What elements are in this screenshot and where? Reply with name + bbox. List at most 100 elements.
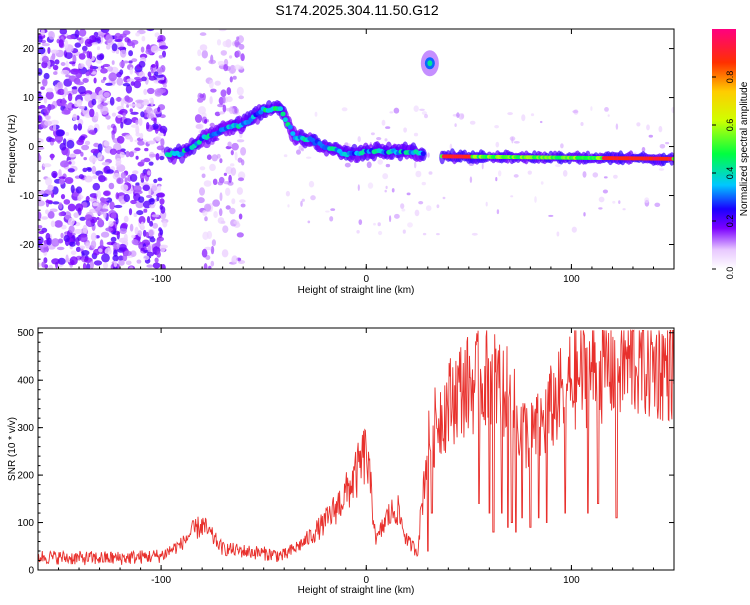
heatmap-cell bbox=[220, 50, 227, 56]
colorbar-tick-label: 0.4 bbox=[725, 167, 735, 180]
heatmap-cell bbox=[296, 149, 301, 155]
heatmap-cell bbox=[162, 220, 168, 228]
heatmap-cell bbox=[406, 192, 411, 196]
heatmap-cell bbox=[38, 115, 43, 123]
heatmap-cell bbox=[138, 71, 146, 79]
heatmap-cell bbox=[140, 247, 145, 252]
heatmap-cell bbox=[456, 112, 460, 118]
heatmap-cell bbox=[113, 260, 118, 268]
heatmap-cell bbox=[113, 249, 118, 257]
heatmap-cell bbox=[146, 216, 151, 224]
heatmap-cell bbox=[98, 217, 103, 225]
heatmap-cell bbox=[74, 29, 80, 38]
heatmap-cell bbox=[636, 122, 641, 127]
heatmap-cell bbox=[219, 158, 223, 164]
heatmap-cell bbox=[59, 142, 67, 151]
heatmap-cell bbox=[148, 75, 156, 81]
heatmap-cell bbox=[84, 175, 93, 183]
heatmap-cell bbox=[61, 97, 66, 107]
heatmap-cell bbox=[117, 114, 122, 119]
heatmap-cell bbox=[78, 29, 87, 37]
y-tick-label: 100 bbox=[17, 518, 34, 529]
heatmap-cell bbox=[115, 217, 119, 225]
heatmap-cell bbox=[138, 216, 146, 225]
heatmap-cell bbox=[147, 140, 156, 145]
heatmap-cell bbox=[238, 95, 244, 100]
heatmap-cell bbox=[199, 187, 205, 196]
ridge-core bbox=[179, 151, 185, 157]
heatmap-cell bbox=[38, 35, 43, 43]
heatmap-cell bbox=[79, 216, 86, 221]
heatmap-cell bbox=[135, 125, 140, 135]
heatmap-cell bbox=[80, 151, 84, 157]
heatmap-cell bbox=[212, 199, 221, 207]
heatmap-cell bbox=[45, 209, 49, 215]
heatmap-cell bbox=[382, 173, 389, 180]
heatmap-cell bbox=[330, 208, 336, 211]
heatmap-cell bbox=[157, 88, 166, 94]
heatmap-cell bbox=[199, 44, 208, 51]
heatmap-cell bbox=[510, 195, 514, 198]
heatmap-cell bbox=[75, 186, 83, 194]
heatmap-cell bbox=[385, 126, 391, 129]
heatmap-cell bbox=[120, 172, 126, 179]
heatmap-cell bbox=[60, 69, 70, 75]
heatmap-cell bbox=[239, 199, 246, 203]
heatmap-cell bbox=[414, 209, 420, 217]
snr-series bbox=[38, 328, 674, 566]
heatmap-cell bbox=[307, 220, 311, 224]
heatmap-cell bbox=[46, 87, 54, 93]
heatmap-cell bbox=[129, 223, 134, 232]
heatmap-cell bbox=[214, 80, 221, 86]
heatmap-cell bbox=[203, 180, 212, 187]
heatmap-cell bbox=[572, 110, 579, 114]
heatmap-cell bbox=[63, 234, 70, 243]
y-tick-label: 10 bbox=[23, 93, 35, 104]
heatmap-cell bbox=[131, 58, 138, 62]
heatmap-cell bbox=[560, 143, 564, 149]
heatmap-cell bbox=[67, 93, 73, 102]
heatmap-cell bbox=[58, 176, 66, 180]
heatmap-cell bbox=[125, 84, 132, 94]
heatmap-cell bbox=[237, 157, 243, 163]
heatmap-cell bbox=[48, 31, 55, 40]
heatmap-cell bbox=[66, 139, 75, 149]
heatmap-cell bbox=[139, 132, 144, 140]
heatmap-cell bbox=[125, 150, 130, 158]
heatmap-cell bbox=[156, 239, 161, 248]
heatmap-cell bbox=[198, 106, 206, 115]
heatmap-cell bbox=[77, 123, 83, 131]
heatmap-cell bbox=[156, 67, 163, 75]
heatmap-cell bbox=[45, 177, 53, 186]
heatmap-cell bbox=[612, 200, 616, 204]
heatmap-cell bbox=[51, 258, 60, 265]
heatmap-cell bbox=[234, 151, 238, 161]
heatmap-cell bbox=[145, 106, 152, 114]
heatmap-cell bbox=[496, 209, 500, 215]
heatmap-cell bbox=[230, 163, 235, 167]
heatmap-cell bbox=[222, 104, 227, 113]
heatmap-cell bbox=[228, 174, 232, 183]
heatmap-cell bbox=[58, 202, 63, 210]
heatmap-cell bbox=[160, 138, 165, 147]
heatmap-cell bbox=[82, 78, 89, 83]
heatmap-cell bbox=[204, 246, 212, 251]
heatmap-cell bbox=[481, 163, 484, 170]
heatmap-cell bbox=[208, 79, 214, 89]
heatmap-cell bbox=[287, 204, 290, 208]
heatmap-cell bbox=[43, 72, 50, 80]
heatmap-cell bbox=[110, 236, 117, 242]
ridge-core bbox=[287, 124, 293, 130]
heatmap-cell bbox=[162, 50, 166, 58]
heatmap-cell bbox=[40, 29, 45, 36]
colorbar-ticks: 0.0 0.2 0.4 0.6 0.8 bbox=[712, 71, 735, 279]
heatmap-cell bbox=[156, 145, 165, 151]
heatmap-cell bbox=[153, 118, 157, 125]
heatmap-cell bbox=[592, 172, 599, 178]
heatmap-cell bbox=[89, 108, 95, 118]
heatmap-cell bbox=[618, 200, 621, 205]
heatmap-cell bbox=[41, 216, 49, 220]
heatmap-cell bbox=[436, 233, 440, 236]
heatmap-cell bbox=[111, 43, 118, 52]
heatmap-cell bbox=[341, 107, 348, 112]
